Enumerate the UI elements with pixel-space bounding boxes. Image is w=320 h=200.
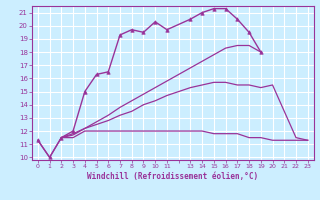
X-axis label: Windchill (Refroidissement éolien,°C): Windchill (Refroidissement éolien,°C)	[87, 172, 258, 181]
